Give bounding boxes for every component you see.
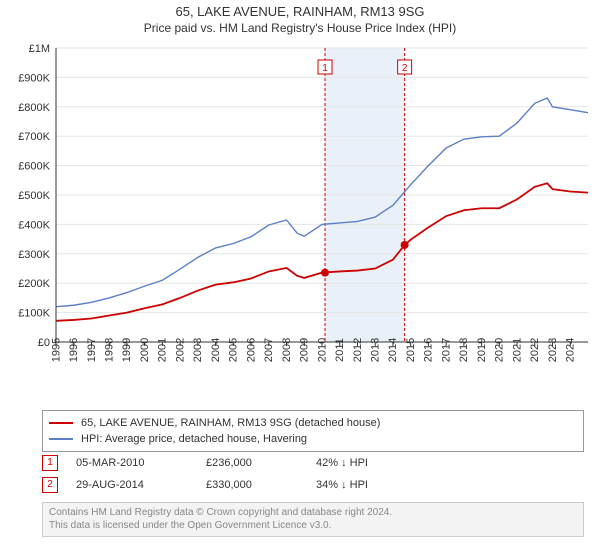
svg-text:£200K: £200K [18,278,50,290]
svg-text:2002: 2002 [174,338,186,362]
svg-text:2009: 2009 [299,338,311,362]
legend-item: 65, LAKE AVENUE, RAINHAM, RM13 9SG (deta… [49,415,577,431]
svg-text:2019: 2019 [476,338,488,362]
svg-text:2001: 2001 [157,338,169,362]
svg-text:2007: 2007 [263,338,275,362]
price-chart: £0 £100K £200K £300K £400K £500K £600K £700K £80… [0,42,600,402]
svg-text:£100K: £100K [18,308,50,320]
svg-text:£900K: £900K [18,72,50,84]
svg-text:2014: 2014 [387,338,399,362]
svg-text:2016: 2016 [423,338,435,362]
svg-text:£0: £0 [38,337,50,349]
event-diff: 42% ↓ HPI [316,457,368,469]
svg-text:£700K: £700K [18,131,50,143]
event-diff: 34% ↓ HPI [316,479,368,491]
svg-text:1999: 1999 [121,338,133,362]
svg-text:2015: 2015 [405,338,417,362]
event-row: 1 05-MAR-2010£236,00042% ↓ HPI [42,452,584,474]
svg-text:£500K: £500K [18,190,50,202]
svg-text:2020: 2020 [494,338,506,362]
license-notice: Contains HM Land Registry data © Crown c… [42,502,584,537]
legend-label: 65, LAKE AVENUE, RAINHAM, RM13 9SG (deta… [81,417,380,429]
svg-text:2012: 2012 [352,338,364,362]
svg-text:2017: 2017 [440,338,452,362]
svg-text:1996: 1996 [68,338,80,362]
svg-text:2008: 2008 [281,338,293,362]
chart-title-subtitle: Price paid vs. HM Land Registry's House … [0,21,600,35]
svg-text:£800K: £800K [18,102,50,114]
svg-text:2003: 2003 [192,338,204,362]
event-marker: 2 [42,477,58,493]
svg-text:1: 1 [322,63,328,74]
event-date: 29-AUG-2014 [76,479,206,491]
chart-title-address: 65, LAKE AVENUE, RAINHAM, RM13 9SG [0,4,600,19]
legend-swatch [49,422,73,424]
event-price: £330,000 [206,479,316,491]
svg-text:2018: 2018 [458,338,470,362]
legend: 65, LAKE AVENUE, RAINHAM, RM13 9SG (deta… [42,410,584,452]
svg-text:2021: 2021 [511,338,523,362]
legend-item: HPI: Average price, detached house, Have… [49,431,577,447]
svg-text:2010: 2010 [316,338,328,362]
svg-text:£1M: £1M [29,43,50,55]
svg-text:2005: 2005 [228,338,240,362]
legend-swatch [49,438,73,440]
svg-text:£600K: £600K [18,161,50,173]
svg-text:2: 2 [402,63,408,74]
svg-text:1997: 1997 [86,338,98,362]
svg-text:2000: 2000 [139,338,151,362]
svg-text:2013: 2013 [370,338,382,362]
svg-text:£300K: £300K [18,249,50,261]
svg-text:£400K: £400K [18,219,50,231]
event-date: 05-MAR-2010 [76,457,206,469]
svg-text:2006: 2006 [245,338,257,362]
svg-text:2023: 2023 [547,338,559,362]
event-row: 2 29-AUG-2014£330,00034% ↓ HPI [42,474,584,496]
svg-text:2022: 2022 [529,338,541,362]
svg-text:1998: 1998 [103,338,115,362]
event-marker: 1 [42,455,58,471]
license-line1: Contains HM Land Registry data © Crown c… [49,507,577,520]
event-price: £236,000 [206,457,316,469]
events-table: 1 05-MAR-2010£236,00042% ↓ HPI 2 29-AUG-201… [42,452,584,496]
svg-text:2024: 2024 [565,338,577,362]
legend-label: HPI: Average price, detached house, Have… [81,433,307,445]
svg-text:2004: 2004 [210,338,222,362]
license-line2: This data is licensed under the Open Gov… [49,520,577,533]
